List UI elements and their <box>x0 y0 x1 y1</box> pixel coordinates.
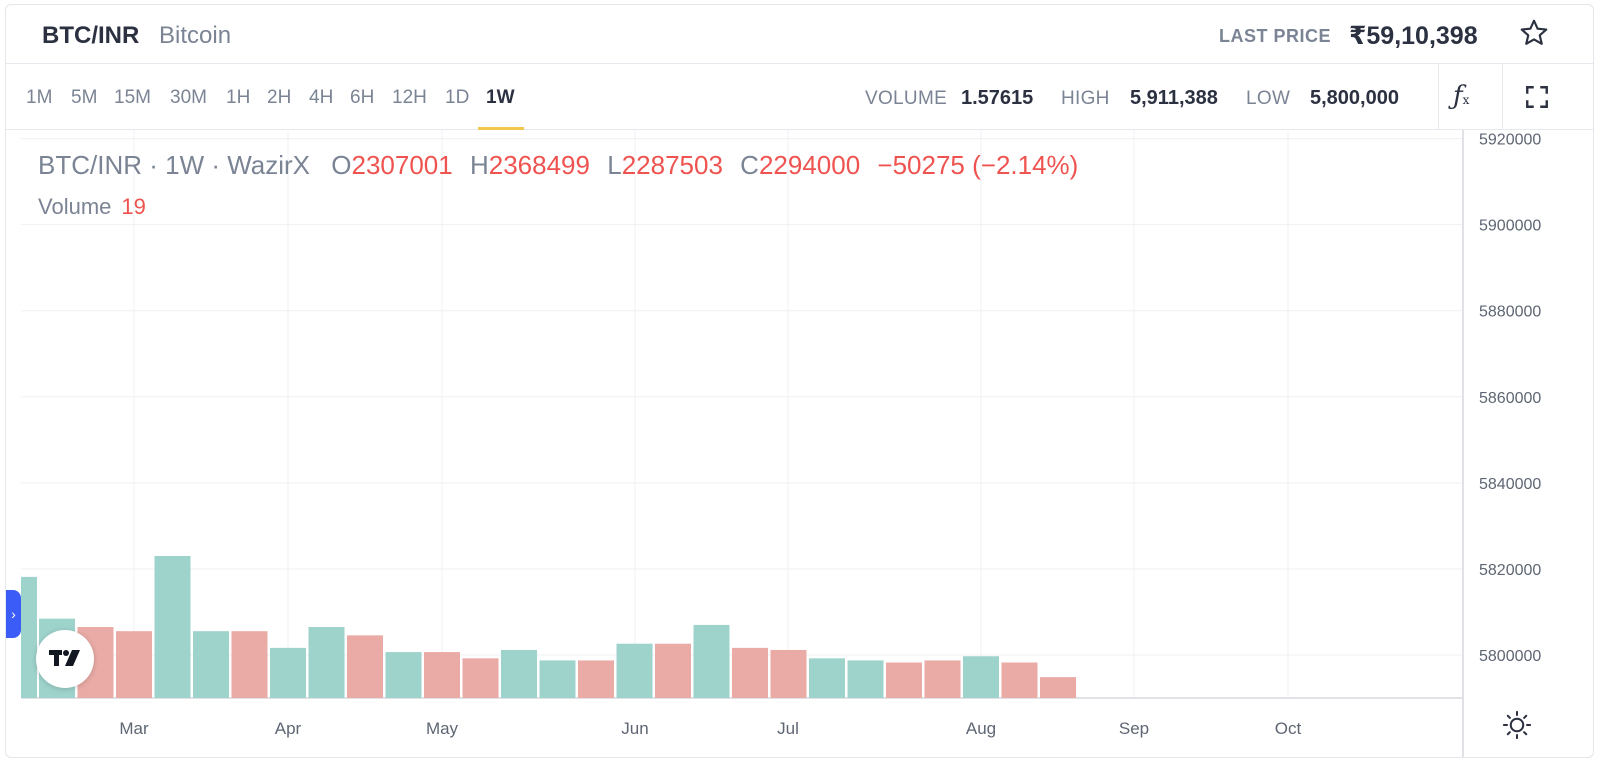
legend-open-label: O <box>331 150 352 180</box>
y-tick-label: 5800000 <box>1479 648 1541 665</box>
interval-30m[interactable]: 30M <box>170 87 207 108</box>
legend-title: BTC/INR · 1W · WazirX <box>38 150 311 180</box>
interval-15m[interactable]: 15M <box>114 87 151 108</box>
x-tick-label: May <box>426 719 459 738</box>
volume-bar <box>21 576 37 698</box>
fullscreen-icon[interactable] <box>1524 84 1550 110</box>
volume-bar <box>231 631 268 698</box>
volume-bar <box>616 643 653 698</box>
x-tick-label: Oct <box>1275 719 1302 738</box>
legend-low-label: L <box>607 150 622 180</box>
interval-1w[interactable]: 1W <box>486 87 515 108</box>
volume-bar <box>539 660 576 698</box>
interval-5m[interactable]: 5M <box>71 87 98 108</box>
volume-bar <box>385 652 422 698</box>
x-tick-label: Mar <box>119 719 149 738</box>
volume-bar <box>693 624 730 698</box>
legend-open: 2307001 <box>351 150 453 180</box>
symbol-name: Bitcoin <box>159 22 232 49</box>
y-tick-label: 5860000 <box>1479 390 1541 407</box>
volume-bar <box>886 662 922 698</box>
interval-1h[interactable]: 1H <box>226 87 251 108</box>
toolbar-divider <box>1438 64 1439 129</box>
x-tick-label: Jul <box>777 719 799 738</box>
volume-label: VOLUME <box>865 88 948 109</box>
volume-bar <box>424 652 460 698</box>
volume-bar <box>270 647 306 698</box>
legend-high-label: H <box>469 150 489 180</box>
x-tick-label: Apr <box>275 719 302 738</box>
sun-gear-icon[interactable] <box>1502 710 1532 740</box>
volume-bar <box>347 635 383 698</box>
interval-1m[interactable]: 1M <box>26 87 53 108</box>
legend-low: 2287503 <box>621 150 723 180</box>
high-label: HIGH <box>1061 88 1110 109</box>
volume-legend-value: 19 <box>121 194 146 219</box>
low-label: LOW <box>1246 88 1291 109</box>
volume-bar <box>308 627 345 698</box>
volume-bar <box>655 643 691 698</box>
volume-bar <box>809 658 845 698</box>
legend-high: 2368499 <box>488 150 590 180</box>
price-chart[interactable]: 5800000 5820000 5840000 5860000 5880000 59000… <box>6 130 1594 758</box>
interval-4h[interactable]: 4H <box>309 87 334 108</box>
volume-bar <box>732 647 768 698</box>
volume-bar <box>847 660 884 698</box>
toolbar-divider <box>1502 64 1503 129</box>
x-tick-label: Sep <box>1119 719 1149 738</box>
volume-bar <box>770 649 807 698</box>
volume-bar <box>462 658 499 698</box>
high-value: 5,911,388 <box>1130 87 1218 109</box>
header-bar: BTC/INR Bitcoin LAST PRICE ₹59,10,398 <box>6 5 1593 64</box>
volume-bar <box>1001 662 1038 698</box>
legend-close-label: C <box>740 150 759 180</box>
volume-bar <box>193 631 229 698</box>
volume-bar <box>924 660 961 698</box>
y-tick-label: 5900000 <box>1479 218 1541 235</box>
interval-12h[interactable]: 12H <box>392 87 427 108</box>
active-interval-indicator <box>478 127 524 130</box>
volume-bar <box>963 656 999 698</box>
interval-2h[interactable]: 2H <box>267 87 292 108</box>
toolbar: 1M 5M 15M 30M 1H 2H 4H 6H 12H 1D 1W VOLU… <box>6 64 1593 130</box>
volume-bar <box>116 631 152 698</box>
low-value: 5,800,000 <box>1310 87 1399 109</box>
chart-area[interactable]: 5800000 5820000 5840000 5860000 5880000 59000… <box>6 130 1594 758</box>
y-tick-label: 5880000 <box>1479 304 1541 321</box>
volume-bar <box>1040 677 1076 698</box>
chevron-right-icon[interactable]: › <box>6 590 21 638</box>
volume-legend: Volume 19 <box>38 194 146 220</box>
volume-bar <box>578 660 614 698</box>
interval-1d[interactable]: 1D <box>445 87 470 108</box>
legend-change: −50275 (−2.14%) <box>877 150 1079 180</box>
legend-close: 2294000 <box>758 150 861 180</box>
x-tick-label: Jun <box>621 719 648 738</box>
x-tick-label: Aug <box>966 719 996 738</box>
y-tick-label: 5840000 <box>1479 476 1541 493</box>
ohlc-legend: BTC/INR · 1W · WazirX O2307001 H2368499 … <box>38 150 1078 181</box>
volume-bar <box>154 556 191 698</box>
volume-value: 1.57615 <box>961 87 1034 109</box>
volume-bar <box>501 649 537 698</box>
function-icon[interactable]: ƒx <box>1453 81 1470 111</box>
chart-widget: BTC/INR Bitcoin LAST PRICE ₹59,10,398 1M… <box>5 4 1594 758</box>
y-tick-label: 5920000 <box>1479 132 1541 149</box>
symbol-title: BTC/INR <box>42 22 140 49</box>
last-price-value: ₹59,10,398 <box>1349 22 1478 50</box>
last-price-label: LAST PRICE <box>1219 26 1332 46</box>
tradingview-logo-icon[interactable] <box>36 630 94 688</box>
star-icon[interactable] <box>1518 17 1550 49</box>
volume-legend-label: Volume <box>38 194 112 219</box>
interval-6h[interactable]: 6H <box>350 87 375 108</box>
y-tick-label: 5820000 <box>1479 562 1541 579</box>
